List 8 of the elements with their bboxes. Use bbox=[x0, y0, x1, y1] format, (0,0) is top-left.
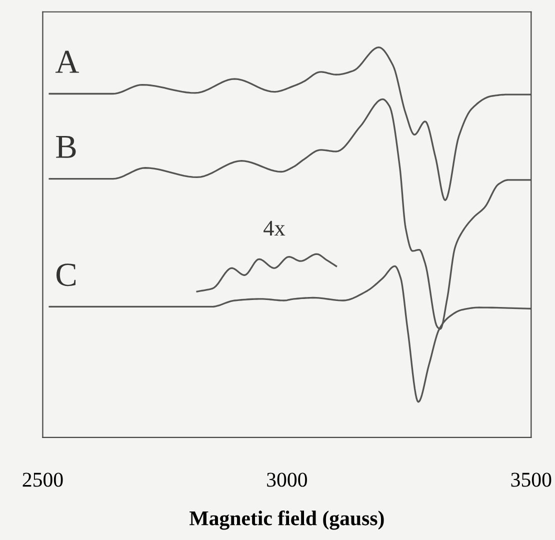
annotation: B bbox=[56, 136, 76, 158]
annotation: 4x bbox=[264, 220, 286, 236]
x-tick-label: 3500 bbox=[511, 472, 552, 487]
annotation: A bbox=[55, 50, 79, 73]
x-axis-title: Magnetic field (gauss) bbox=[190, 510, 384, 530]
annotation: C bbox=[56, 264, 76, 286]
x-tick-label: 2500 bbox=[22, 472, 63, 487]
x-tick-label: 3000 bbox=[267, 472, 307, 487]
